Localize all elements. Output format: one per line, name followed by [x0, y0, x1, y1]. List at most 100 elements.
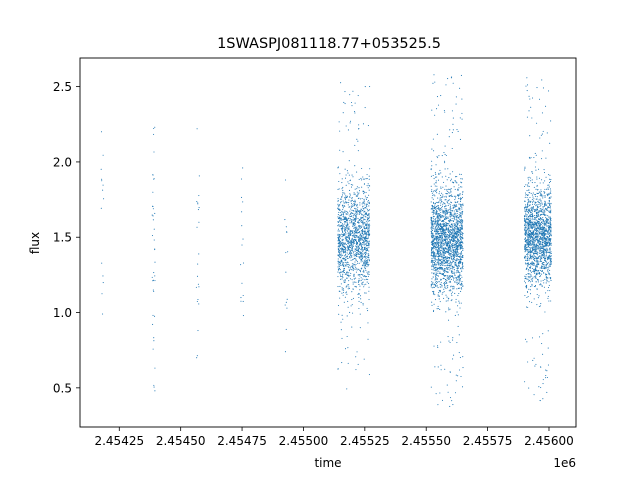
data-point — [348, 276, 350, 278]
data-point — [342, 151, 344, 153]
data-point — [353, 210, 355, 212]
data-point — [433, 286, 436, 288]
data-point — [348, 245, 350, 247]
data-point — [440, 209, 442, 211]
data-point — [360, 177, 362, 179]
data-point — [549, 241, 551, 243]
data-point — [533, 243, 535, 245]
data-point — [437, 215, 439, 217]
data-point — [356, 191, 358, 193]
data-point — [365, 207, 367, 209]
data-point — [439, 229, 441, 231]
data-point — [536, 261, 538, 263]
data-point — [152, 219, 154, 221]
data-point — [443, 152, 445, 154]
data-point — [444, 217, 446, 219]
data-point — [458, 281, 460, 283]
data-point — [339, 215, 341, 217]
data-point — [543, 203, 546, 205]
data-point — [349, 206, 351, 208]
data-point — [342, 186, 344, 189]
data-point — [527, 202, 529, 204]
data-point — [449, 405, 451, 408]
data-point — [367, 201, 369, 203]
data-point — [430, 286, 432, 288]
data-point — [431, 246, 433, 249]
data-point — [354, 220, 356, 222]
data-point — [542, 211, 544, 213]
data-point — [434, 185, 436, 187]
data-point — [431, 229, 433, 231]
data-point — [543, 265, 545, 268]
data-point — [351, 229, 353, 232]
data-point — [549, 274, 551, 276]
data-point — [460, 302, 462, 304]
data-point — [343, 226, 345, 228]
data-point — [365, 220, 367, 222]
data-point — [342, 273, 344, 275]
data-point — [455, 232, 457, 235]
data-point — [340, 264, 342, 266]
data-point — [545, 176, 547, 178]
data-point — [360, 245, 362, 247]
data-point — [452, 237, 454, 239]
data-point — [523, 169, 525, 171]
data-point — [430, 168, 432, 170]
data-point — [457, 267, 459, 269]
data-point — [447, 210, 449, 212]
data-point — [368, 255, 370, 257]
data-point — [367, 258, 369, 261]
data-point — [349, 210, 351, 212]
data-point — [337, 248, 340, 250]
data-point — [434, 247, 436, 249]
data-point — [545, 157, 547, 159]
data-point — [542, 225, 544, 227]
data-point — [339, 278, 342, 280]
data-point — [433, 251, 435, 253]
data-point — [461, 118, 463, 120]
data-point — [342, 206, 344, 208]
data-point — [530, 256, 532, 259]
data-point — [347, 181, 349, 183]
data-point — [340, 241, 342, 243]
data-point — [344, 223, 346, 225]
data-point — [342, 257, 344, 259]
data-point — [357, 247, 359, 249]
data-point — [432, 222, 434, 224]
data-point — [349, 266, 351, 268]
data-point — [102, 275, 104, 277]
data-point — [541, 342, 543, 345]
data-point — [459, 201, 462, 203]
data-point — [461, 221, 464, 223]
data-point — [435, 265, 437, 267]
data-point — [362, 235, 364, 237]
data-point — [528, 110, 530, 112]
data-point — [433, 194, 435, 196]
data-point — [439, 291, 441, 293]
data-point — [447, 188, 450, 190]
data-point — [349, 222, 351, 224]
data-point — [351, 219, 353, 221]
data-point — [442, 248, 444, 250]
data-point — [452, 337, 454, 339]
data-point — [437, 346, 439, 349]
data-point — [459, 280, 461, 282]
data-point — [437, 226, 440, 228]
data-point — [153, 272, 155, 274]
data-point — [457, 210, 459, 212]
data-point — [440, 186, 442, 188]
data-point — [342, 271, 344, 273]
data-point — [548, 267, 550, 269]
data-point — [368, 290, 370, 292]
data-point — [529, 224, 531, 226]
data-point — [455, 380, 457, 382]
data-point — [447, 275, 449, 277]
data-point — [198, 221, 200, 223]
data-point — [444, 284, 446, 287]
data-point — [436, 242, 438, 244]
data-point — [363, 241, 365, 244]
data-point — [345, 254, 347, 256]
data-point — [458, 231, 460, 233]
data-point — [444, 199, 446, 201]
